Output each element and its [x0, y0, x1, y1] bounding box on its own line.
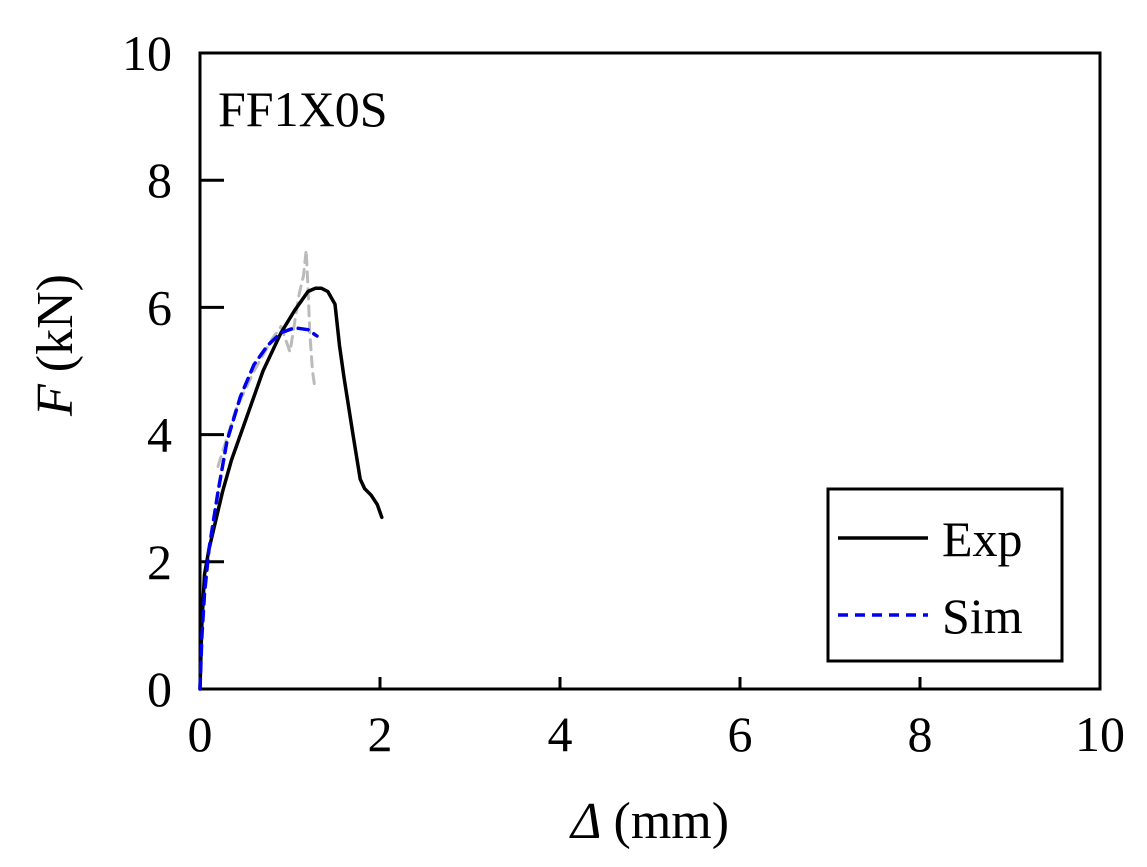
x-tick-label: 6: [728, 706, 753, 762]
x-axis-symbol: Δ: [569, 793, 602, 850]
series-layer: [198, 248, 384, 691]
legend-sim-label: Sim: [942, 588, 1023, 644]
y-tick-label: 2: [147, 534, 172, 590]
legend: Exp Sim: [826, 487, 1064, 663]
y-tick-label: 4: [147, 407, 172, 463]
chart-annotation: FF1X0S: [218, 81, 388, 137]
y-tick-label: 10: [122, 25, 172, 81]
axis-ticks: 0 2 4 6 8 10 0 2 4 6 8 10: [122, 25, 1125, 762]
legend-box: [826, 487, 1064, 663]
x-tick-label: 0: [188, 706, 213, 762]
series-line-sim: [198, 326, 319, 691]
y-axis-title: F (kN): [27, 274, 84, 417]
y-tick-label: 0: [147, 661, 172, 717]
x-tick-label: 10: [1075, 706, 1125, 762]
x-axis-unit: (mm): [614, 793, 730, 850]
y-axis-unit: (kN): [27, 274, 84, 372]
x-tick-label: 4: [548, 706, 573, 762]
x-tick-label: 2: [368, 706, 393, 762]
x-tick-label: 8: [908, 706, 933, 762]
plot-frame: [198, 51, 1102, 691]
legend-exp-label: Exp: [942, 511, 1023, 567]
series-line-sim-fluctuation: [216, 248, 317, 468]
y-tick-label: 8: [147, 152, 172, 208]
y-axis-symbol: F: [27, 383, 84, 417]
x-axis-title: Δ (mm): [569, 793, 729, 850]
plot-border: [198, 51, 1102, 691]
series-line-exp: [198, 286, 384, 691]
y-tick-label: 6: [147, 279, 172, 335]
